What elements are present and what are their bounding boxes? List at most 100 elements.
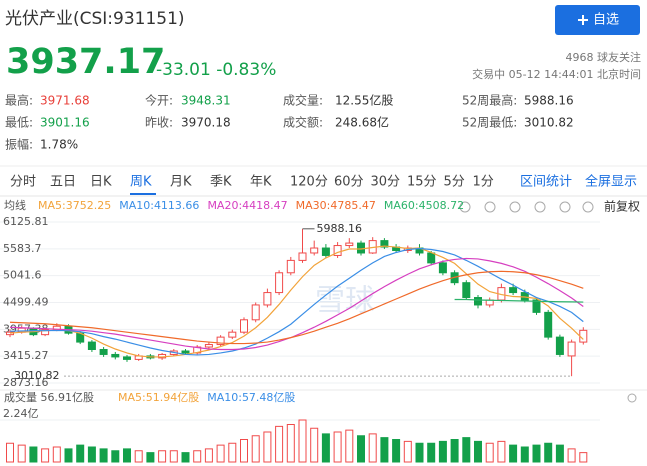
stat-label: 成交量: — [283, 93, 323, 108]
candle-body — [87, 341, 96, 350]
volume-bar — [134, 450, 143, 463]
tool[interactable] — [484, 201, 496, 213]
candle-body — [216, 336, 225, 346]
volume-bar — [555, 444, 564, 463]
candle-body — [275, 272, 284, 294]
candle-body — [579, 329, 588, 343]
volume-bar — [6, 442, 14, 463]
stat-label: 52周最高: — [462, 93, 517, 108]
volume-bar — [520, 446, 529, 463]
candle-body — [544, 311, 553, 338]
stat-label: 最低: — [5, 116, 33, 130]
y-tick-label: 3415.27 — [3, 349, 49, 362]
tab[interactable]: 30分 — [371, 175, 401, 190]
volume-title: 成交量 56.91亿股 — [4, 390, 94, 404]
low-label: 3010.82 — [14, 369, 60, 382]
tab[interactable]: 分时 — [10, 175, 36, 190]
candle-body — [204, 344, 213, 348]
candle-body — [345, 242, 354, 247]
link[interactable]: 区间统计 — [520, 175, 572, 190]
candle-body — [263, 292, 272, 306]
tab[interactable]: 5分 — [444, 175, 465, 190]
volume-bar — [298, 419, 307, 463]
volume-bar — [509, 444, 518, 463]
volume-bar — [345, 429, 354, 463]
tab[interactable]: 1分 — [473, 175, 494, 190]
volume-toggle[interactable] — [627, 393, 637, 403]
tab[interactable]: 年K — [250, 175, 272, 190]
stat-value: 3970.18 — [181, 116, 231, 130]
stat-value: 5988.16 — [524, 94, 574, 108]
volume-bar — [263, 431, 272, 463]
candle-body — [99, 348, 108, 355]
candle-body — [228, 331, 237, 338]
tab[interactable]: 60分 — [334, 175, 364, 190]
volume-bar — [41, 448, 50, 463]
volume-bar — [251, 435, 260, 463]
volume-bar — [567, 448, 576, 463]
price: 3937.17 — [6, 42, 165, 82]
tool[interactable] — [534, 201, 546, 213]
ma-line — [9, 245, 584, 358]
candle-body — [438, 262, 447, 274]
legend-entry: MA10:4113.66 — [119, 199, 199, 212]
tab[interactable]: 季K — [210, 175, 232, 190]
volume-bar — [485, 442, 494, 463]
legend-entry: MA5:3752.25 — [38, 199, 111, 212]
tab[interactable]: 15分 — [407, 175, 437, 190]
volume-bar — [415, 442, 424, 463]
tab[interactable]: 日K — [90, 175, 112, 190]
stat-value: 3948.31 — [181, 94, 231, 108]
volume-bar — [286, 424, 295, 463]
volume-bar — [169, 450, 178, 463]
candle-body — [111, 353, 120, 358]
candle-body — [333, 245, 342, 256]
stat-value: 1.78% — [40, 138, 78, 152]
tab[interactable]: 周K — [130, 175, 152, 190]
volume-bar — [321, 433, 330, 463]
tab[interactable]: 月K — [170, 175, 192, 190]
volume-bar — [392, 439, 401, 463]
volume-bar — [158, 450, 167, 463]
add-button[interactable] — [555, 5, 640, 35]
volume-bar — [462, 437, 471, 463]
candle-body — [286, 259, 295, 274]
candle-body — [427, 252, 436, 264]
y-tick-label: 6125.81 — [3, 215, 49, 228]
tool[interactable] — [582, 201, 594, 213]
volume-bar — [427, 442, 436, 463]
tool[interactable] — [459, 201, 471, 213]
candle-body — [321, 247, 330, 256]
tool[interactable] — [559, 201, 571, 213]
candle-body — [41, 329, 50, 336]
tab[interactable]: 五日 — [50, 175, 76, 190]
legend-entry: MA30:4785.47 — [296, 199, 376, 212]
volume-bar — [111, 450, 120, 463]
volume-bar — [438, 440, 447, 463]
volume-bar — [368, 433, 377, 463]
volume-bar — [497, 440, 506, 463]
tab[interactable]: 120分 — [290, 175, 328, 190]
candle-body — [123, 356, 131, 360]
volume-bar — [193, 450, 202, 463]
candle-body — [240, 319, 248, 333]
adjust[interactable]: 前复权 — [604, 199, 640, 214]
ma-line — [9, 257, 584, 351]
title: 光伏产业(CSI:931151) — [5, 9, 185, 29]
legend-entry: MA5:51.94亿股 — [118, 391, 199, 404]
tool[interactable] — [509, 201, 521, 213]
y-tick-label: 5583.7 — [3, 242, 42, 255]
candle-body — [462, 282, 471, 299]
candle-body — [251, 304, 260, 321]
link[interactable]: 全屏显示 — [585, 174, 637, 190]
volume-bar — [544, 442, 553, 463]
add-button-label[interactable]: 自选 — [593, 13, 619, 28]
volume-bar — [333, 431, 342, 463]
candle-body — [298, 252, 307, 261]
volume-bar — [29, 446, 38, 463]
ma-line — [454, 298, 584, 303]
y-tick-label: 2.24亿 — [3, 407, 39, 420]
volume-bar — [123, 448, 131, 463]
